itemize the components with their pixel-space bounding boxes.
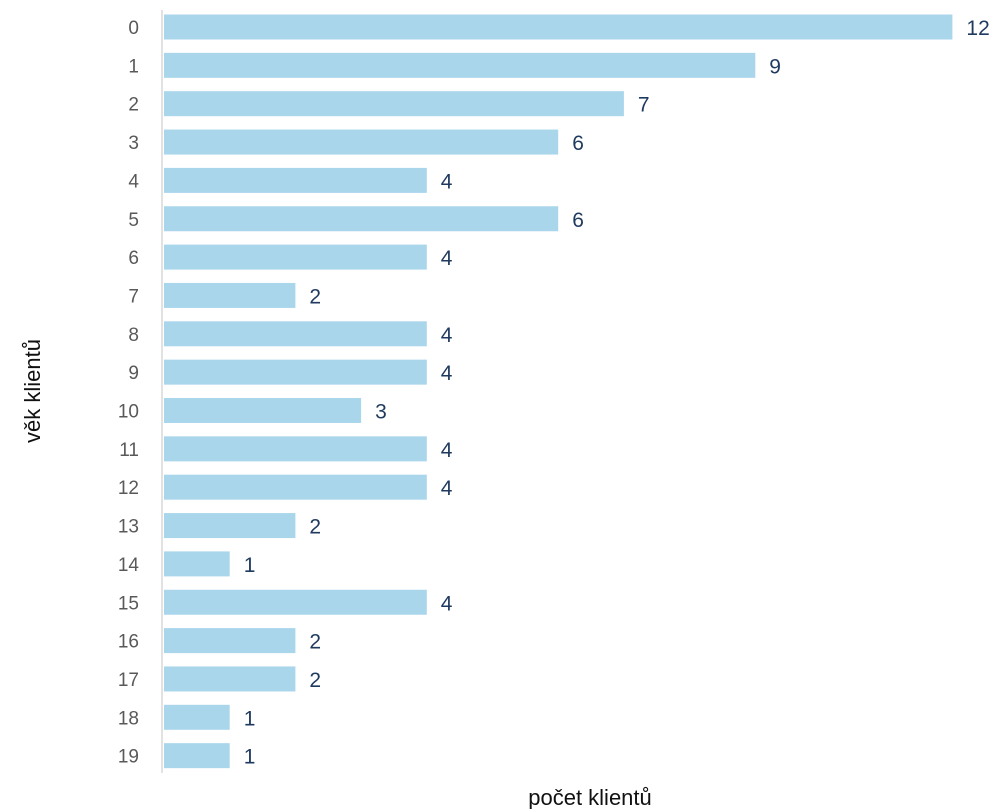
category-label: 9	[128, 363, 139, 384]
value-label: 4	[441, 362, 453, 385]
bar-19	[164, 743, 230, 769]
value-label: 4	[441, 247, 453, 270]
category-label: 7	[128, 286, 139, 307]
value-label: 2	[309, 669, 321, 692]
bars-group	[164, 14, 953, 769]
value-label: 2	[309, 285, 321, 308]
bar-13	[164, 513, 296, 539]
bar-14	[164, 551, 230, 577]
category-label: 3	[128, 133, 139, 154]
category-label: 16	[118, 632, 139, 653]
value-label: 2	[309, 631, 321, 654]
category-label: 15	[118, 593, 139, 614]
category-label: 12	[118, 478, 139, 499]
category-label: 5	[128, 210, 139, 231]
bar-10	[164, 398, 362, 423]
bar-9	[164, 359, 427, 385]
y-axis-title: věk klientů	[20, 339, 45, 443]
category-label: 10	[118, 402, 139, 423]
category-label: 1	[128, 56, 139, 77]
bar-7	[164, 282, 296, 308]
category-label: 4	[128, 171, 139, 192]
value-label: 6	[572, 209, 584, 232]
bar-16	[164, 628, 296, 654]
category-label: 8	[128, 325, 139, 346]
category-label: 19	[118, 747, 139, 768]
value-label: 1	[244, 746, 256, 769]
value-label: 6	[572, 132, 584, 155]
value-label: 4	[441, 324, 453, 347]
bar-17	[164, 666, 296, 692]
value-label: 2	[309, 516, 321, 539]
bar-8	[164, 321, 427, 347]
bar-15	[164, 589, 427, 615]
bar-2	[164, 91, 624, 117]
category-label: 17	[118, 670, 139, 691]
value-label: 4	[441, 477, 453, 500]
value-label: 3	[375, 401, 387, 424]
value-labels-group: 12 9 7 6 4 6 4 2 4 4 3 4 4 2 1 4 2 2 1 1	[244, 17, 990, 769]
value-label: 12	[966, 17, 989, 40]
bar-1	[164, 52, 756, 78]
category-label: 6	[128, 248, 139, 269]
bar-6	[164, 244, 427, 270]
bar-18	[164, 704, 230, 730]
value-label: 4	[441, 439, 453, 462]
value-label: 1	[244, 707, 256, 730]
category-label: 18	[118, 708, 139, 729]
category-label: 14	[118, 555, 140, 576]
bar-12	[164, 474, 427, 500]
value-label: 4	[441, 170, 453, 193]
value-label: 1	[244, 554, 256, 577]
bar-3	[164, 129, 559, 155]
value-label: 7	[638, 94, 650, 117]
value-label: 4	[441, 592, 453, 615]
bar-5	[164, 206, 559, 232]
bar-0	[164, 14, 953, 40]
category-label: 2	[128, 95, 139, 116]
bar-11	[164, 436, 427, 462]
bar-4	[164, 167, 427, 193]
category-label: 0	[128, 18, 139, 39]
value-label: 9	[769, 55, 781, 78]
category-label: 13	[118, 517, 139, 538]
category-label: 11	[119, 440, 139, 461]
x-axis-title: počet klientů	[528, 785, 652, 809]
